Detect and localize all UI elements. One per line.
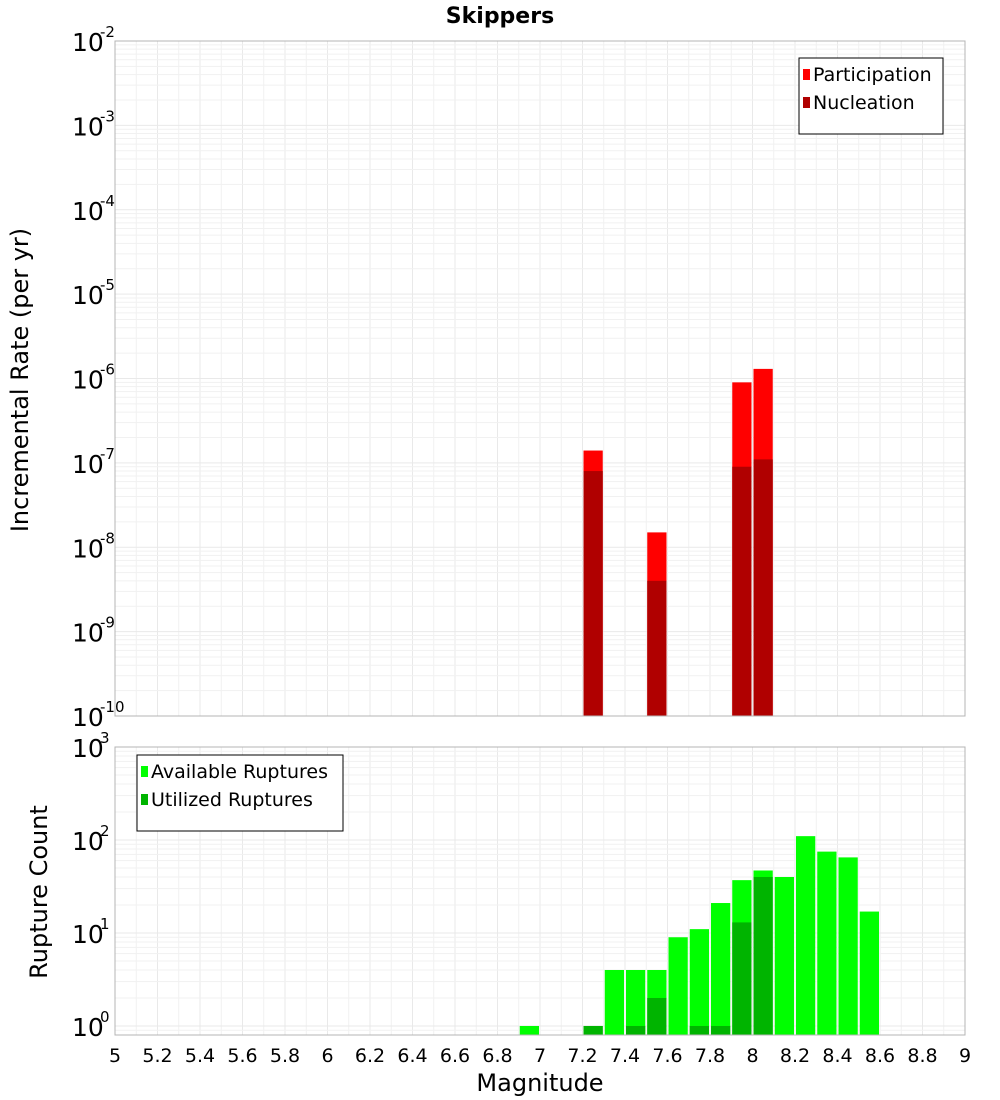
- y-tick-exponent: 1: [100, 915, 110, 933]
- legend-label: Utilized Ruptures: [151, 789, 313, 811]
- y-tick-label: 10: [72, 450, 104, 479]
- x-tick-label: 6.4: [397, 1045, 427, 1067]
- y-tick-exponent: 2: [100, 822, 110, 840]
- y-tick-label: 10: [72, 619, 104, 648]
- bar: [859, 911, 879, 1035]
- x-tick-label: 8.2: [780, 1045, 810, 1067]
- y-tick-label: 10: [72, 197, 104, 226]
- y-tick-exponent: -3: [100, 107, 115, 125]
- legend-label: Participation: [813, 64, 932, 86]
- series-nucleation: [583, 459, 773, 716]
- bar: [689, 929, 709, 1035]
- bar: [626, 969, 646, 1035]
- x-tick-label: 8.8: [907, 1045, 937, 1067]
- y-tick-label: 10: [72, 703, 104, 732]
- bar: [583, 1025, 603, 1035]
- y-tick-exponent: 0: [100, 1008, 110, 1026]
- x-tick-label: 6.6: [440, 1045, 470, 1067]
- bar: [519, 1025, 539, 1035]
- x-tick-label: 5.8: [270, 1045, 300, 1067]
- x-ticks: 5 5.2 5.4 5.6 5.8 6 6.2 6.4 6.6 6.8 7 7.2 7.4 7.6 7.8 8…: [109, 1045, 971, 1067]
- bar: [647, 580, 667, 716]
- legend-box: [798, 57, 944, 135]
- bar: [668, 937, 688, 1035]
- x-tick-label: 5.6: [227, 1045, 257, 1067]
- bar: [647, 997, 667, 1035]
- y-tick-label: 10: [72, 112, 104, 141]
- bar: [711, 903, 731, 1035]
- y-tick-label: 10: [72, 827, 104, 856]
- x-tick-label: 6: [321, 1045, 333, 1067]
- y-tick-label: 10: [72, 281, 104, 310]
- magnitude-axis-label: Magnitude: [476, 1069, 603, 1097]
- x-tick-label: 7.4: [610, 1045, 640, 1067]
- rate-y-ticks: 10-210-310-410-510-610-710-810-910-10: [72, 23, 125, 732]
- legend-swatch: [141, 766, 148, 777]
- bar: [774, 877, 794, 1035]
- y-tick-exponent: -7: [100, 445, 115, 463]
- x-tick-label: 6.2: [355, 1045, 385, 1067]
- y-tick-label: 10: [72, 734, 104, 763]
- x-tick-label: 5.4: [185, 1045, 215, 1067]
- y-tick-exponent: -6: [100, 361, 115, 379]
- legend-label: Available Ruptures: [151, 761, 328, 783]
- y-tick-exponent: 3: [100, 729, 110, 747]
- y-tick-exponent: -8: [100, 529, 115, 547]
- chart-title: Skippers: [446, 4, 554, 29]
- bar: [753, 459, 773, 716]
- y-tick-label: 10: [72, 1013, 104, 1042]
- bar: [817, 851, 837, 1035]
- x-tick-label: 5: [109, 1045, 121, 1067]
- legend-swatch: [141, 794, 148, 805]
- bar: [583, 471, 603, 716]
- y-tick-exponent: -5: [100, 276, 115, 294]
- rate-plot-frame: [114, 40, 966, 717]
- legend-swatch: [803, 97, 810, 108]
- y-tick-exponent: -2: [100, 23, 115, 41]
- y-tick-label: 10: [72, 28, 104, 57]
- rupture-plot-frame: [114, 746, 966, 1036]
- y-tick-label: 10: [72, 534, 104, 563]
- rate-grid: [114, 40, 966, 717]
- bar: [753, 877, 773, 1035]
- y-tick-exponent: -9: [100, 614, 115, 632]
- x-tick-label: 6.8: [482, 1045, 512, 1067]
- legend-box: [136, 754, 344, 832]
- bar: [732, 466, 752, 716]
- x-tick-label: 7.8: [695, 1045, 725, 1067]
- x-tick-label: 8.4: [822, 1045, 852, 1067]
- legend-swatch: [803, 69, 810, 80]
- x-tick-label: 7: [534, 1045, 546, 1067]
- x-tick-label: 9: [959, 1045, 971, 1067]
- bar: [838, 857, 858, 1035]
- y-tick-label: 10: [72, 366, 104, 395]
- rate-axis-label: Incremental Rate (per yr): [6, 228, 34, 532]
- x-tick-label: 8.6: [865, 1045, 895, 1067]
- rate-plot: 10-210-310-410-510-610-710-810-910-10Par…: [72, 23, 966, 732]
- rupture-legend: Available Ruptures Utilized Ruptures: [136, 754, 344, 832]
- x-tick-label: 7.2: [567, 1045, 597, 1067]
- legend-label: Nucleation: [813, 92, 915, 114]
- x-tick-label: 5.2: [142, 1045, 172, 1067]
- bar: [732, 922, 752, 1035]
- bar: [796, 836, 816, 1035]
- x-tick-label: 7.6: [652, 1045, 682, 1067]
- series-available-ruptures: [519, 836, 879, 1035]
- y-tick-exponent: -10: [100, 698, 125, 716]
- x-tick-label: 8: [746, 1045, 758, 1067]
- bar: [604, 969, 624, 1035]
- rupture-count-axis-label: Rupture Count: [25, 805, 53, 979]
- y-tick-exponent: -4: [100, 192, 115, 210]
- y-tick-label: 10: [72, 920, 104, 949]
- bar: [689, 1025, 709, 1035]
- bar: [711, 1025, 731, 1035]
- bar: [626, 1025, 646, 1035]
- rate-legend: Participation Nucleation: [798, 57, 944, 135]
- series-utilized-ruptures: [583, 877, 773, 1035]
